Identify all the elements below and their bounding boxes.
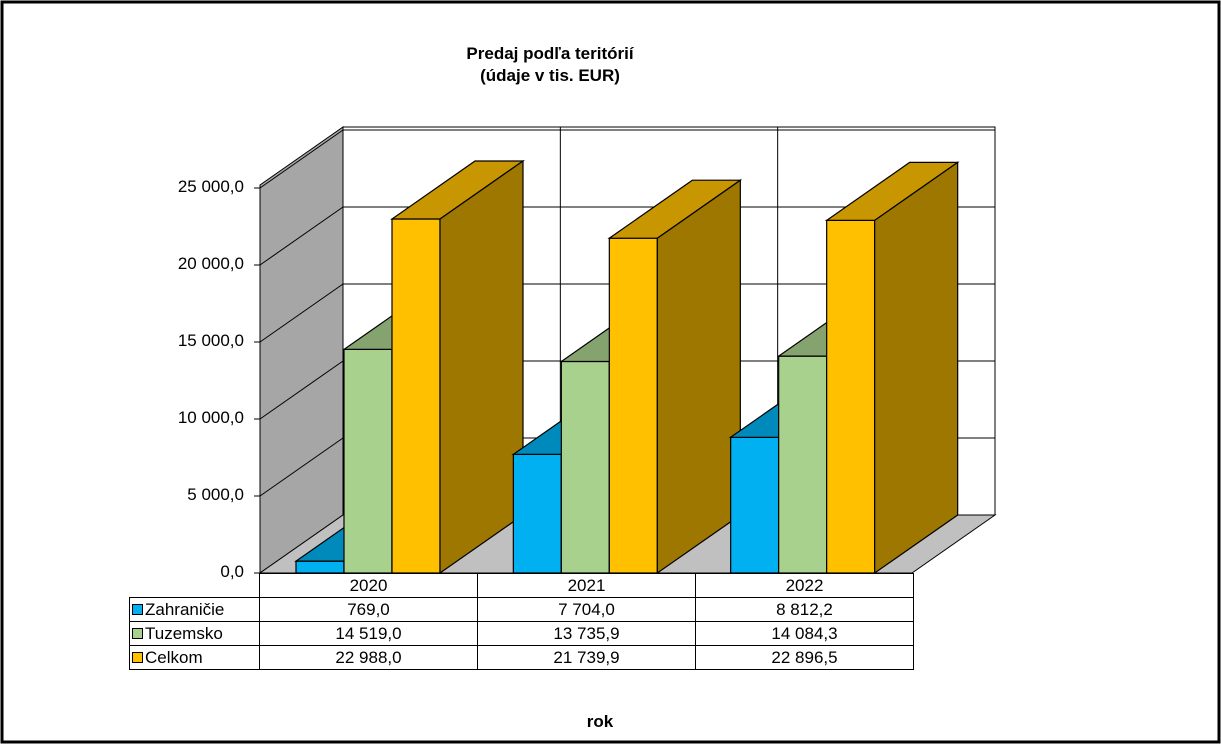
chart-title: Predaj podľa teritórií: [466, 44, 634, 63]
side-wall: [259, 126, 344, 574]
bar-tuzemsko-front: [343, 348, 393, 574]
bar-celkom-front: [608, 237, 658, 574]
series-name: Tuzemsko: [145, 623, 223, 643]
table-header-row: 2020 2021 2022: [130, 573, 914, 598]
bar-tuzemsko-front: [560, 360, 610, 574]
bar-celkom-front: [391, 218, 441, 574]
legend-swatch: [132, 627, 143, 639]
legend-swatch: [132, 603, 143, 615]
side-gridline: [259, 283, 344, 343]
data-label: 769,0: [259, 597, 478, 622]
y-tick-label: 15 000,0: [177, 331, 244, 350]
table-corner: [130, 574, 260, 598]
data-label: 14 519,0: [259, 621, 478, 646]
y-tick-label: 10 000,0: [177, 408, 244, 427]
data-label: 22 988,0: [259, 645, 478, 670]
data-label: 13 735,9: [477, 621, 696, 646]
bar-tuzemsko-front: [778, 355, 828, 574]
y-tick-label: 0,0: [220, 562, 244, 581]
legend-entry-celkom: Celkom: [129, 645, 260, 670]
bar-zahranicie-front: [730, 436, 780, 574]
data-label: 22 896,5: [695, 645, 914, 670]
side-gridline: [259, 437, 344, 497]
chart-subtitle: (údaje v tis. EUR): [480, 66, 620, 85]
y-tick-label: 20 000,0: [177, 254, 244, 273]
bar-zahranicie-front: [512, 453, 562, 574]
table-row: Celkom 22 988,0 21 739,9 22 896,5: [129, 645, 914, 670]
legend-entry-tuzemsko: Tuzemsko: [129, 621, 260, 646]
category-label: 2021: [477, 573, 696, 598]
series-name: Celkom: [145, 647, 203, 667]
table-row: Tuzemsko 14 519,0 13 735,9 14 084,3: [129, 621, 914, 646]
data-label: 7 704,0: [477, 597, 696, 622]
data-label: 8 812,2: [695, 597, 914, 622]
y-tick-label: 5 000,0: [187, 485, 244, 504]
bar-zahranicie-front: [295, 560, 345, 574]
side-gridline: [259, 129, 344, 189]
y-tick-label: 25 000,0: [177, 177, 244, 196]
category-label: 2020: [259, 573, 478, 598]
data-label: 14 084,3: [695, 621, 914, 646]
bar-celkom-front: [826, 219, 876, 574]
bar-celkom-side: [439, 159, 524, 575]
bar-celkom-side: [656, 179, 741, 575]
category-label: 2022: [695, 573, 914, 598]
data-table: 2020 2021 2022 Zahraničie 769,0 7 704,0 …: [129, 573, 914, 670]
data-label: 21 739,9: [477, 645, 696, 670]
table-row: Zahraničie 769,0 7 704,0 8 812,2: [129, 597, 914, 622]
series-name: Zahraničie: [145, 599, 225, 619]
bar-celkom-side: [874, 161, 959, 575]
side-gridline: [259, 206, 344, 266]
side-gridline: [259, 360, 344, 420]
legend-swatch: [132, 651, 143, 663]
legend-entry-zahranicie: Zahraničie: [129, 597, 260, 622]
x-axis-label: rok: [586, 712, 614, 731]
